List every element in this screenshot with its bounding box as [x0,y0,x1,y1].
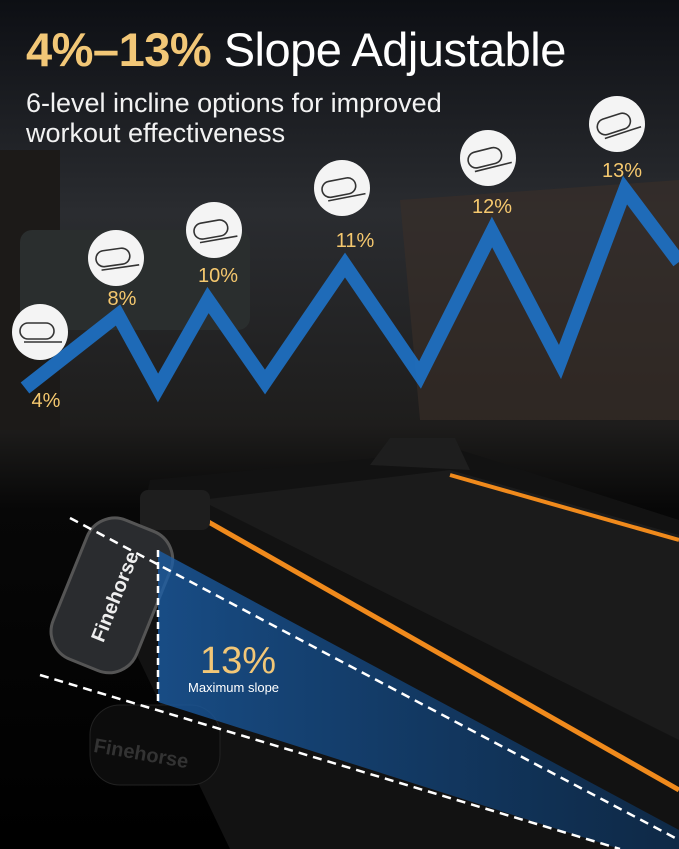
treadmill-incline-icon [186,202,242,258]
sofa [20,230,250,330]
level-label-13: 13% [601,160,643,182]
belt-orange-stripe-front [203,517,679,793]
belt-orange-stripe-back [449,473,679,542]
reflection-cover [89,704,221,786]
treadmill-incline-icon [460,130,516,186]
control-panel [140,490,210,530]
slope-wedge [158,550,679,849]
slope-line-base [39,673,621,849]
max-slope-value: 13% [200,640,277,682]
level-label-4: 4% [31,390,61,412]
level-label-10: 10% [197,265,239,287]
slope-line-top [69,516,679,842]
incline-zigzag [20,175,679,403]
running-belt [200,470,679,740]
treadmill-incline-icon [12,304,68,360]
treadmill-incline-icon [88,230,144,286]
subtitle: 6-level incline options for improved wor… [26,88,442,148]
motor-cover: Finehorse [49,516,175,675]
treadmill-incline-icon [314,160,370,216]
headline: 4%–13% Slope Adjustable [26,22,566,77]
headline-range: 4%–13% [26,23,212,76]
max-slope-label: Maximum slope [188,680,280,695]
rear-roller-cap [370,438,470,470]
headline-text: Slope Adjustable [223,23,567,76]
level-label-12: 12% [471,196,513,218]
level-label-8: 8% [107,288,137,310]
treadmill-incline-icon [589,96,645,152]
level-label-11: 11% [335,230,375,252]
